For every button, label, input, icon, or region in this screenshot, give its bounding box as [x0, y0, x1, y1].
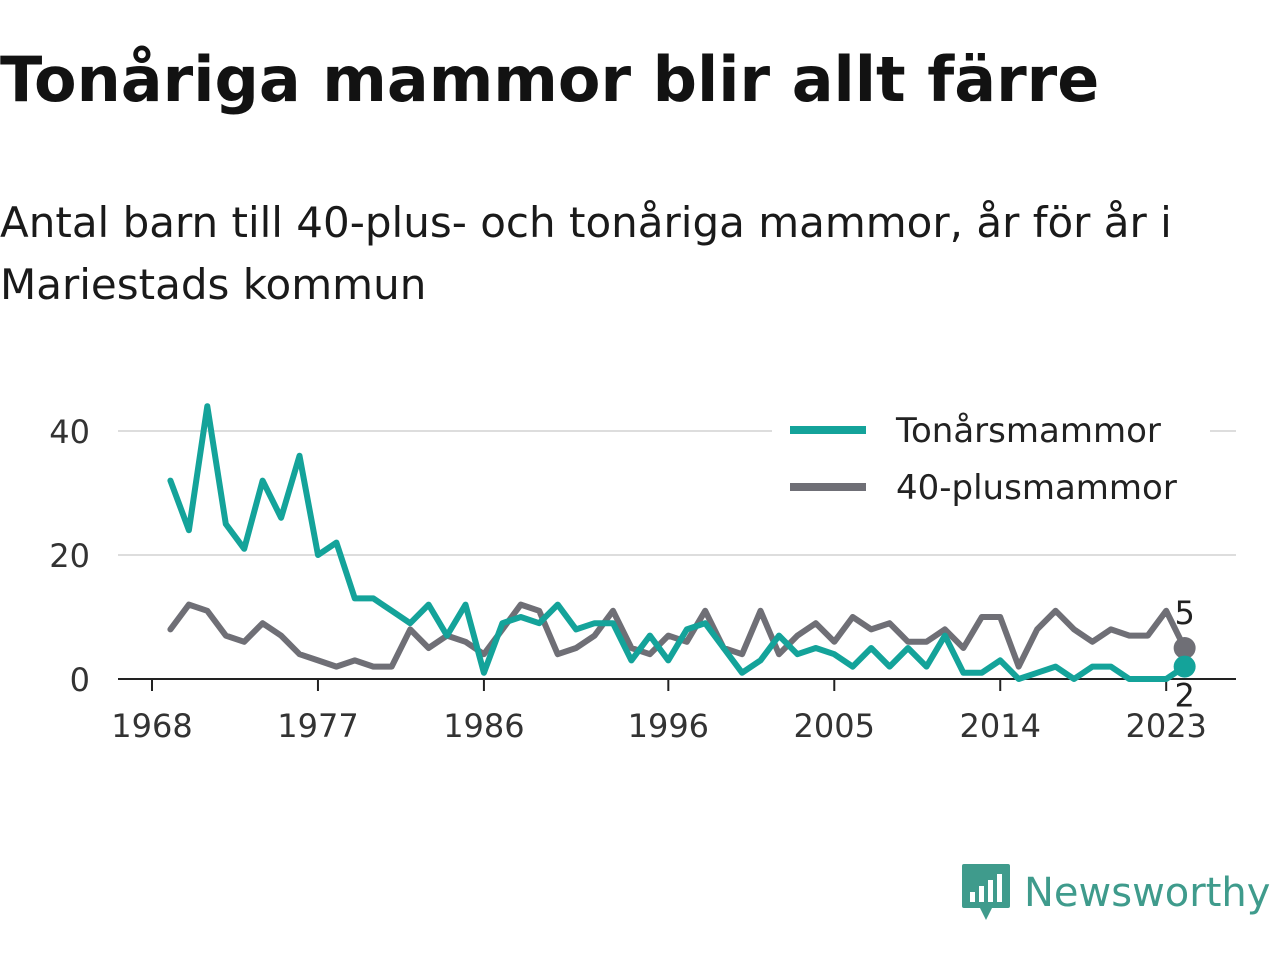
y-tick-label-40: 40 — [49, 413, 90, 451]
end-label-0: 2 — [1174, 677, 1194, 715]
legend-background — [772, 404, 1210, 514]
legend-label-1: 40-plusmammor — [896, 468, 1177, 508]
newsworthy-logo-icon — [962, 864, 1010, 920]
end-point-1 — [1173, 637, 1196, 659]
series-line-1 — [167, 601, 1188, 670]
x-tick-label-2014: 2014 — [960, 707, 1041, 745]
brand: Newsworthy — [960, 858, 1280, 928]
legend: Tonårsmammor 40-plusmammor — [772, 404, 1210, 514]
x-tick-label-2005: 2005 — [794, 707, 875, 745]
x-axis: 1968 1977 1986 1996 2005 2014 2023 — [111, 678, 1236, 745]
y-tick-label-0: 0 — [70, 661, 90, 699]
end-markers: 52 — [1173, 594, 1196, 715]
brand-name: Newsworthy — [1024, 870, 1271, 916]
x-tick-label-1968: 1968 — [111, 707, 192, 745]
end-label-1: 5 — [1174, 594, 1194, 632]
y-axis: 0 20 40 — [49, 413, 90, 699]
x-tick-label-1977: 1977 — [277, 707, 358, 745]
x-tick-label-1986: 1986 — [443, 707, 524, 745]
end-point-0 — [1173, 655, 1196, 678]
chart-subtitle: Antal barn till 40-plus- och tonåriga ma… — [0, 198, 1172, 309]
series-line-0 — [167, 403, 1188, 682]
series-lines — [167, 403, 1188, 682]
x-tick-label-1996: 1996 — [628, 707, 709, 745]
chart-title: Tonåriga mammor blir allt färre — [0, 43, 1100, 116]
legend-label-0: Tonårsmammor — [895, 411, 1161, 451]
x-tick-label-2023: 2023 — [1125, 707, 1206, 745]
y-tick-label-20: 20 — [49, 537, 90, 575]
